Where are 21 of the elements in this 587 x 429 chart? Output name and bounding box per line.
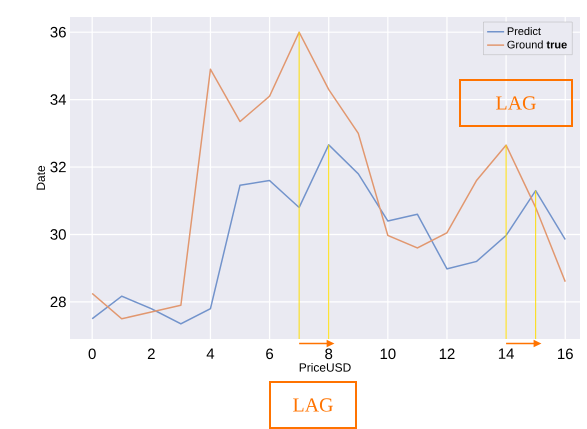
x-tick-label: 6 xyxy=(266,348,274,360)
x-tick-label: 4 xyxy=(206,348,214,359)
y-axis-title: Date xyxy=(36,166,46,190)
x-tick-label: 14 xyxy=(498,348,514,359)
x-axis-title: PriceUSD xyxy=(300,362,351,372)
x-tick-label: 0 xyxy=(88,348,96,360)
y-tick-label: 32 xyxy=(50,162,66,172)
x-tick-label: 16 xyxy=(558,348,573,360)
y-tick-label: 30 xyxy=(50,229,66,240)
y-tick-label: 36 xyxy=(50,26,66,38)
text: LAG xyxy=(293,398,333,412)
line-series xyxy=(91,144,566,325)
x-tick-label: 10 xyxy=(380,348,396,360)
legend-label: Predict xyxy=(508,27,541,36)
x-tick-label: 12 xyxy=(440,348,455,359)
x-tick-label: 8 xyxy=(325,348,332,360)
annotation: LAG xyxy=(496,96,536,110)
y-tick-label: 34 xyxy=(50,94,66,105)
x-tick-label: 2 xyxy=(148,348,155,359)
y-tick-label: 28 xyxy=(50,296,66,308)
legend-label: Ground true xyxy=(507,40,567,48)
